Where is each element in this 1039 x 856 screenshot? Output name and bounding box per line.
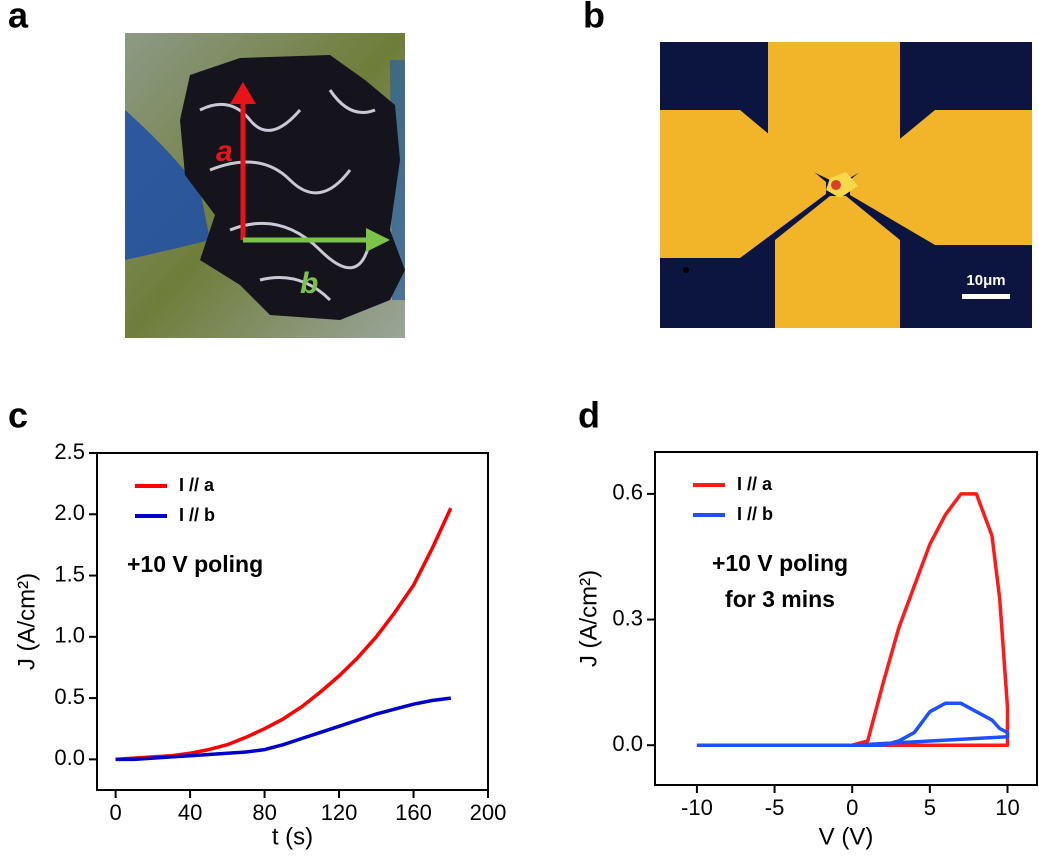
plot-frame	[654, 451, 1038, 786]
annotation: for 3 mins	[725, 586, 835, 612]
plot-frame	[96, 452, 489, 791]
panel-label: d	[578, 395, 600, 436]
x-axis-label: V (V)	[819, 823, 874, 850]
y-tick-label: 0.6	[612, 480, 643, 505]
legend-label: I // b	[179, 505, 215, 525]
legend-label: I // a	[737, 474, 773, 494]
x-tick-label: -5	[765, 795, 785, 820]
arrow-label: a	[216, 135, 233, 168]
y-tick-label: 0.3	[612, 605, 643, 630]
x-axis-label: t (s)	[272, 823, 313, 850]
y-axis-label: J (A/cm²)	[13, 573, 40, 670]
y-tick-label: 1.5	[54, 561, 85, 586]
annotation: +10 V poling	[712, 550, 848, 576]
panel-label: c	[8, 395, 28, 436]
x-tick-label: -10	[681, 795, 713, 820]
y-tick-label: 0.0	[54, 745, 85, 770]
data-line	[696, 492, 1010, 747]
x-tick-label: 5	[924, 795, 936, 820]
y-tick-label: 0.5	[54, 684, 85, 709]
data-line	[696, 701, 1010, 747]
arrow-label: b	[300, 267, 318, 300]
panel-label: a	[8, 0, 29, 36]
x-tick-label: 160	[395, 800, 432, 825]
photo-device: 10μm	[660, 42, 1032, 328]
legend-label: I // b	[737, 504, 773, 524]
y-axis-label: J (A/cm²)	[575, 570, 602, 667]
legend-label: I // a	[179, 475, 215, 495]
scale-bar-label: 10μm	[966, 272, 1005, 289]
y-tick-label: 0.0	[612, 731, 643, 756]
y-tick-label: 1.0	[54, 623, 85, 648]
x-tick-label: 0	[109, 800, 121, 825]
data-line	[115, 507, 453, 762]
x-tick-label: 40	[178, 800, 202, 825]
photo-crystal: a b	[125, 33, 405, 338]
x-tick-label: 200	[470, 800, 507, 825]
y-tick-label: 2.0	[54, 500, 85, 525]
annotation: +10 V poling	[127, 551, 263, 577]
x-tick-label: 10	[995, 795, 1019, 820]
x-tick-label: 0	[846, 795, 858, 820]
x-tick-label: 120	[321, 800, 358, 825]
y-tick-label: 2.5	[54, 439, 85, 464]
data-line	[115, 696, 452, 762]
x-tick-label: 80	[252, 800, 276, 825]
panel-label: b	[583, 0, 605, 36]
